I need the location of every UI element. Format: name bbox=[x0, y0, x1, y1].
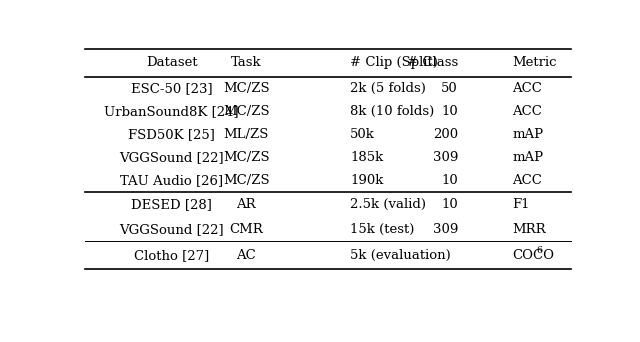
Text: ACC: ACC bbox=[513, 82, 542, 95]
Text: # Class: # Class bbox=[406, 56, 458, 69]
Text: 5k (evaluation): 5k (evaluation) bbox=[350, 249, 451, 262]
Text: ACC: ACC bbox=[513, 105, 542, 118]
Text: Task: Task bbox=[231, 56, 262, 69]
Text: Metric: Metric bbox=[513, 56, 557, 69]
Text: 50: 50 bbox=[441, 82, 458, 95]
Text: 15k (test): 15k (test) bbox=[350, 223, 415, 236]
Text: Clotho [27]: Clotho [27] bbox=[134, 249, 209, 262]
Text: 190k: 190k bbox=[350, 174, 384, 187]
Text: F1: F1 bbox=[513, 198, 530, 211]
Text: ML/ZS: ML/ZS bbox=[223, 128, 269, 141]
Text: MC/ZS: MC/ZS bbox=[223, 174, 269, 187]
Text: 309: 309 bbox=[433, 151, 458, 164]
Text: AR: AR bbox=[236, 198, 256, 211]
Text: ESC-50 [23]: ESC-50 [23] bbox=[131, 82, 212, 95]
Text: FSD50K [25]: FSD50K [25] bbox=[129, 128, 215, 141]
Text: 10: 10 bbox=[441, 174, 458, 187]
Text: TAU Audio [26]: TAU Audio [26] bbox=[120, 174, 223, 187]
Text: 8k (10 folds): 8k (10 folds) bbox=[350, 105, 435, 118]
Text: Dataset: Dataset bbox=[146, 56, 198, 69]
Text: 6: 6 bbox=[536, 246, 543, 254]
Text: 2.5k (valid): 2.5k (valid) bbox=[350, 198, 426, 211]
Text: 10: 10 bbox=[441, 198, 458, 211]
Text: ACC: ACC bbox=[513, 174, 542, 187]
Text: MC/ZS: MC/ZS bbox=[223, 82, 269, 95]
Text: AC: AC bbox=[236, 249, 256, 262]
Text: 200: 200 bbox=[433, 128, 458, 141]
Text: 309: 309 bbox=[433, 223, 458, 236]
Text: 2k (5 folds): 2k (5 folds) bbox=[350, 82, 426, 95]
Text: VGGSound [22]: VGGSound [22] bbox=[120, 223, 224, 236]
Text: MC/ZS: MC/ZS bbox=[223, 105, 269, 118]
Text: CMR: CMR bbox=[229, 223, 263, 236]
Text: 10: 10 bbox=[441, 105, 458, 118]
Text: 50k: 50k bbox=[350, 128, 375, 141]
Text: mAP: mAP bbox=[513, 128, 543, 141]
Text: # Clip (Split): # Clip (Split) bbox=[350, 56, 438, 69]
Text: VGGSound [22]: VGGSound [22] bbox=[120, 151, 224, 164]
Text: MC/ZS: MC/ZS bbox=[223, 151, 269, 164]
Text: COCO: COCO bbox=[513, 249, 554, 262]
Text: MRR: MRR bbox=[513, 223, 546, 236]
Text: 185k: 185k bbox=[350, 151, 383, 164]
Text: UrbanSound8K [24]: UrbanSound8K [24] bbox=[104, 105, 239, 118]
Text: mAP: mAP bbox=[513, 151, 543, 164]
Text: DESED [28]: DESED [28] bbox=[131, 198, 212, 211]
